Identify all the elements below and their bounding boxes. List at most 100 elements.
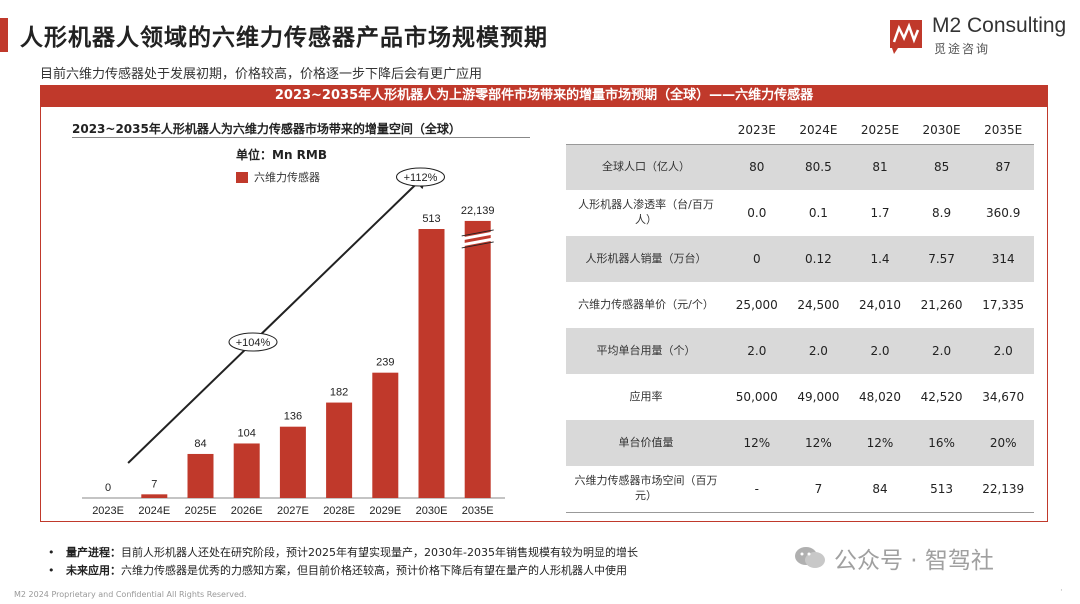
- bar: [418, 229, 445, 498]
- x-tick-label: 2024E: [138, 505, 170, 517]
- table-cell: 81: [849, 144, 911, 190]
- bar-value-label: 513: [422, 213, 440, 225]
- axis-break-mark: [461, 241, 494, 249]
- bar-value-label: 0: [105, 482, 111, 494]
- table-cell: 0.12: [787, 236, 850, 282]
- table-cell: 360.9: [986, 206, 1021, 220]
- table-cell: 0.1: [808, 206, 828, 220]
- legend-swatch: [236, 171, 248, 183]
- table-row-label: 平均单台用量（个）: [566, 328, 726, 374]
- chart-title: 2023~2035年人形机器人为六维力传感器市场带来的增量空间（全球）: [72, 122, 461, 136]
- bar-value-label: 104: [238, 427, 256, 439]
- x-tick-label: 2035E: [462, 505, 494, 517]
- table-cell: 24,500: [797, 298, 840, 312]
- table-cell: 80: [726, 144, 788, 190]
- chart-unit: 单位：Mn RMB: [236, 148, 327, 162]
- bullet-icon: •: [48, 546, 55, 559]
- x-tick-label: 2030E: [416, 505, 448, 517]
- table-cell: 49,000: [797, 390, 840, 404]
- chart-legend: 六维力传感器: [236, 169, 320, 185]
- axis-break-mark: [461, 231, 494, 241]
- bar-value-label: 136: [284, 411, 302, 423]
- footer-copyright: M2 2024 Proprietary and Confidential All…: [14, 590, 247, 599]
- logo-subname: 觅途咨询: [934, 42, 991, 56]
- table-cell: 1.7: [870, 206, 890, 220]
- table-cell: 22,139: [972, 466, 1034, 513]
- bar-chart: 0 2023E 7 2024E 84 2025E 104 2026E 136 2027E 182 20…: [82, 167, 505, 517]
- x-tick-label: 2029E: [369, 505, 401, 517]
- bullet-icon: •: [48, 564, 55, 577]
- bar: [464, 220, 491, 498]
- table-cell: 12%: [787, 420, 850, 466]
- chart-title-underline: [72, 137, 530, 138]
- axis-break-mark: [461, 237, 494, 247]
- table-cell: 2.0: [972, 328, 1034, 374]
- table-row: 平均单台用量（个） 2.0 2.0 2.0 2.0 2.0: [566, 328, 1034, 374]
- table-cell: 85: [910, 144, 973, 190]
- table-row-label: 六维力传感器单价（元/个）: [578, 297, 714, 311]
- table-row: 应用率 50,000 49,000 48,020 42,520 34,670: [566, 374, 1034, 420]
- table-row: 全球人口（亿人） 80 80.5 81 85 87: [566, 144, 1034, 190]
- table-cell: 0.0: [747, 206, 767, 220]
- logo-name: M2 Consulting: [932, 14, 1067, 37]
- table-header-cell: 2025E: [849, 116, 911, 145]
- table-cell: 314: [972, 236, 1034, 282]
- table-cell: 7: [787, 466, 850, 513]
- bar-value-label: 7: [151, 478, 157, 490]
- table-row-label: 全球人口（亿人）: [566, 144, 726, 190]
- bar-value-label: 84: [194, 438, 206, 450]
- table-cell: 20%: [972, 420, 1034, 466]
- wechat-icon: [795, 547, 825, 568]
- table-header-cell: 2035E: [972, 116, 1034, 145]
- table-cell: 7.57: [910, 236, 973, 282]
- table-cell: 34,670: [982, 390, 1025, 404]
- table-cell: 12%: [726, 420, 788, 466]
- table-row: 人形机器人销量（万台） 0 0.12 1.4 7.57 314: [566, 236, 1034, 282]
- x-tick-label: 2026E: [231, 505, 263, 517]
- table-row-label: 应用率: [629, 389, 663, 403]
- bar: [279, 426, 306, 498]
- bar: [233, 443, 260, 498]
- table-cell: 17,335: [982, 298, 1025, 312]
- table-cell: 25,000: [735, 298, 778, 312]
- note-text: 六维力传感器是优秀的力感知方案，但目前价格还较高，预计价格下降后有望在量产的人形…: [121, 564, 627, 577]
- watermark: 公众号 · 智驾社: [794, 541, 994, 575]
- table-header-cell: 2024E: [787, 116, 850, 145]
- table-cell: 2.0: [849, 328, 911, 374]
- x-tick-label: 2027E: [277, 505, 309, 517]
- bar: [326, 402, 353, 498]
- note-label: 未来应用：: [66, 564, 121, 577]
- growth-annotation-bubble: [228, 332, 278, 352]
- table-cell: 21,260: [920, 298, 963, 312]
- title-accent-bar: [0, 18, 8, 52]
- note-text: 目前人形机器人还处在研究阶段，预计2025年有望实现量产，2030年-2035年…: [121, 546, 638, 559]
- company-logo: M2 Consulting 觅途咨询: [888, 12, 1068, 64]
- table-cell: 42,520: [920, 390, 963, 404]
- note-item: • 量产进程：目前人形机器人还处在研究阶段，预计2025年有望实现量产，2030…: [48, 544, 638, 562]
- table-cell: 50,000: [735, 390, 778, 404]
- table-row: 单台价值量 12% 12% 12% 16% 20%: [566, 420, 1034, 466]
- bar-value-label: 182: [330, 387, 348, 399]
- table-cell: 2.0: [726, 328, 788, 374]
- table-cell: 48,020: [858, 390, 901, 404]
- notes-list: • 量产进程：目前人形机器人还处在研究阶段，预计2025年有望实现量产，2030…: [48, 544, 638, 580]
- page-title: 人形机器人领域的六维力传感器产品市场规模预期: [20, 25, 548, 51]
- growth-annotation-label: +112%: [404, 172, 438, 184]
- table-cell: 12%: [849, 420, 911, 466]
- m2-logo-icon: [890, 20, 922, 54]
- page-number-mark: ·: [1060, 586, 1063, 596]
- content-panel: [40, 107, 1048, 522]
- table-row-label: 人形机器人销量（万台）: [566, 236, 726, 282]
- bar: [141, 494, 168, 498]
- table-row: 六维力传感器市场空间（百万元） -7 84 513 22,139: [566, 466, 1034, 513]
- growth-arrow: [127, 172, 429, 464]
- table-cell: 87: [972, 144, 1034, 190]
- table-cell: 24,010: [858, 298, 901, 312]
- table-header-cell: 2023E: [726, 116, 788, 145]
- table-row-label: 六维力传感器市场空间（百万元）: [566, 466, 726, 513]
- axis-break-mark: [461, 229, 494, 237]
- table-cell: 513: [910, 466, 973, 513]
- table-cell: 16%: [910, 420, 973, 466]
- table-cell: 0: [726, 236, 788, 282]
- table-cell: 2.0: [910, 328, 973, 374]
